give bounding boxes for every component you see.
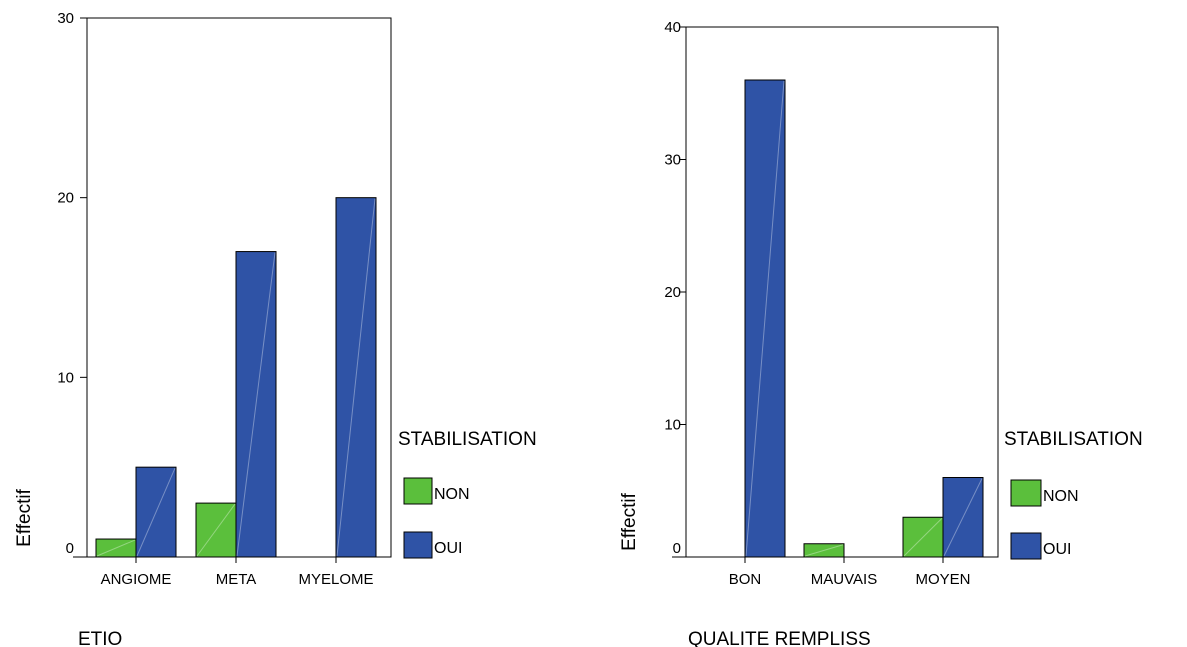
bar-oui-meta xyxy=(235,251,277,558)
y-tick-label: 30 xyxy=(57,10,74,27)
y-tick-label: 10 xyxy=(664,417,681,434)
x-tick-label: BON xyxy=(729,571,762,588)
chart-1-legend-swatch-non xyxy=(403,477,433,505)
y-tick-label: 0 xyxy=(66,540,74,557)
bar-oui-moyen xyxy=(942,477,984,558)
chart-2-y-axis-label: Effectif xyxy=(619,492,640,550)
bar-non-mauvais xyxy=(803,543,845,558)
chart-2-legend-swatch-non xyxy=(1010,479,1042,507)
chart-2-bars xyxy=(744,79,984,558)
chart-1-legend-swatch-oui xyxy=(403,531,433,559)
bar-hatch xyxy=(804,544,844,557)
chart-2-legend-swatch-oui xyxy=(1010,532,1042,560)
chart-1-y-axis-label: Effectif xyxy=(14,488,35,546)
x-tick-label: MOYEN xyxy=(915,571,970,588)
bar-oui-bon xyxy=(744,79,786,558)
x-tick-label: ANGIOME xyxy=(101,571,172,588)
x-tick-label: META xyxy=(216,571,257,588)
x-tick-label: MYELOME xyxy=(298,571,373,588)
bar-oui-myelome xyxy=(335,197,377,558)
y-tick-label: 20 xyxy=(57,190,74,207)
chart-1-bars xyxy=(95,197,377,558)
bar-non-moyen xyxy=(902,516,944,558)
chart-1-legend-title: STABILISATION xyxy=(398,429,537,450)
bar-hatch xyxy=(196,503,236,557)
chart-1-legend: STABILISATION NON OUI xyxy=(398,429,537,559)
bar-hatch xyxy=(96,539,136,557)
chart-2-y-ticks: 0 10 20 30 40 xyxy=(664,19,686,558)
y-tick-label: 30 xyxy=(664,152,681,169)
chart-2: 0 10 20 30 40 BON MAUVAIS MOYEN Effectif QUALI… xyxy=(619,19,1143,647)
chart-2-x-axis-label: QUALITE REMPLISS xyxy=(688,629,871,647)
chart-1-legend-label-oui: OUI xyxy=(434,540,462,557)
chart-1-x-axis-label: ETIO xyxy=(78,629,122,647)
chart-2-legend: STABILISATION NON OUI xyxy=(1004,429,1143,560)
y-tick-label: 20 xyxy=(664,284,681,301)
x-tick-label: MAUVAIS xyxy=(811,571,877,588)
chart-1-y-ticks: 0 10 20 30 xyxy=(57,10,87,558)
chart-2-x-ticks: BON MAUVAIS MOYEN xyxy=(729,557,971,588)
chart-1-x-ticks: ANGIOME META MYELOME xyxy=(101,557,374,588)
bar-hatch xyxy=(943,478,983,557)
bar-hatch xyxy=(336,198,376,557)
y-tick-label: 10 xyxy=(57,369,74,386)
chart-2-legend-label-non: NON xyxy=(1043,488,1079,505)
chart-1: 0 10 20 30 ANGIOME META MYELOME Effectif ETIO… xyxy=(14,10,537,647)
bar-hatch xyxy=(903,517,943,557)
y-tick-label: 0 xyxy=(673,540,681,557)
bar-hatch xyxy=(236,252,276,557)
bar-hatch xyxy=(136,467,176,557)
bar-hatch xyxy=(745,80,785,557)
chart-2-legend-title: STABILISATION xyxy=(1004,429,1143,450)
y-tick-label: 40 xyxy=(664,19,681,36)
chart-1-legend-label-non: NON xyxy=(434,486,470,503)
bar-non-meta xyxy=(195,502,237,558)
chart-2-legend-label-oui: OUI xyxy=(1043,541,1071,558)
bar-oui-angiome xyxy=(135,466,177,558)
